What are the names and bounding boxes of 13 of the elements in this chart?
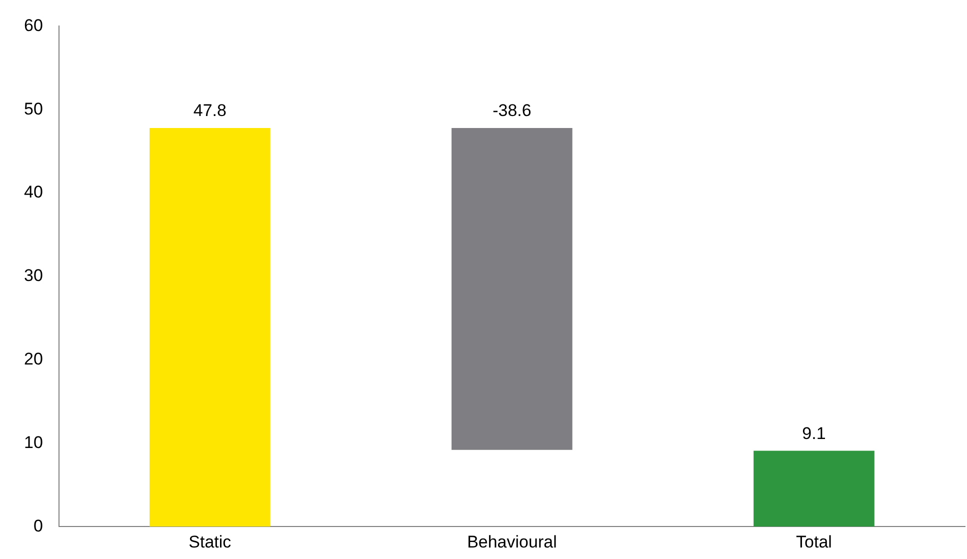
x-tick-label: Total [796,532,832,552]
y-tick-label: 50 [24,99,43,118]
x-tick-label: Static [188,532,232,552]
y-tick-label: 60 [24,16,43,35]
y-tick-label: 0 [33,516,43,536]
y-tick-label: 30 [24,266,43,286]
data-label: 47.8 [193,101,226,120]
data-label: 9.1 [802,424,826,443]
y-tick-label: 40 [24,182,43,202]
y-tick-label: 10 [24,432,43,452]
x-tick-label: Behavioural [467,532,557,552]
y-tick-label: 20 [24,349,43,368]
data-label: -38.6 [492,101,532,120]
